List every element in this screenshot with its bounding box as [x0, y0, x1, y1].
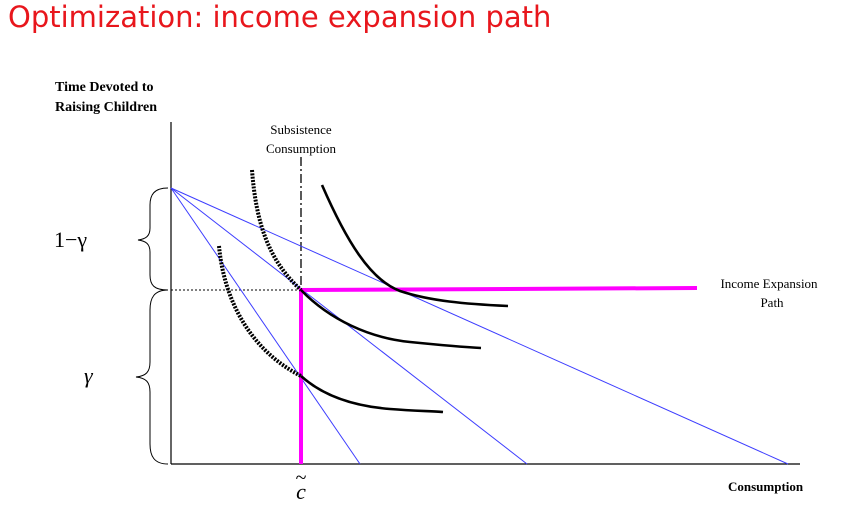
- subsistence-label-line1: Subsistence: [270, 122, 332, 137]
- expansion-label-line1: Income Expansion: [720, 276, 818, 291]
- dotted-curve-lower: [217, 245, 302, 378]
- budget-line-3: [170, 187, 789, 465]
- x-axis-label: Consumption: [728, 479, 804, 494]
- brace-upper-label: 1−γ: [54, 227, 87, 252]
- c-tilde-label: c: [296, 479, 306, 504]
- income-expansion-path: [299, 286, 698, 464]
- indifference-curve-top: [320, 184, 509, 308]
- brace-lower: [135, 289, 169, 465]
- indifference-curve-middle: [300, 289, 482, 350]
- budget-line-1: [170, 187, 361, 465]
- c-tilde-accent: ~: [296, 467, 307, 489]
- dotted-curve-upper: [250, 169, 303, 292]
- y-axis-label-line1: Time Devoted to: [55, 80, 154, 95]
- brace-lower-label: γ: [84, 363, 94, 388]
- expansion-label-line2: Path: [760, 295, 784, 310]
- y-axis-label-line2: Raising Children: [55, 100, 157, 115]
- subsistence-label-line2: Consumption: [266, 141, 337, 156]
- slide-title: Optimization: income expansion path: [8, 0, 552, 34]
- brace-upper: [137, 187, 169, 291]
- indifference-curve-bottom: [300, 375, 444, 414]
